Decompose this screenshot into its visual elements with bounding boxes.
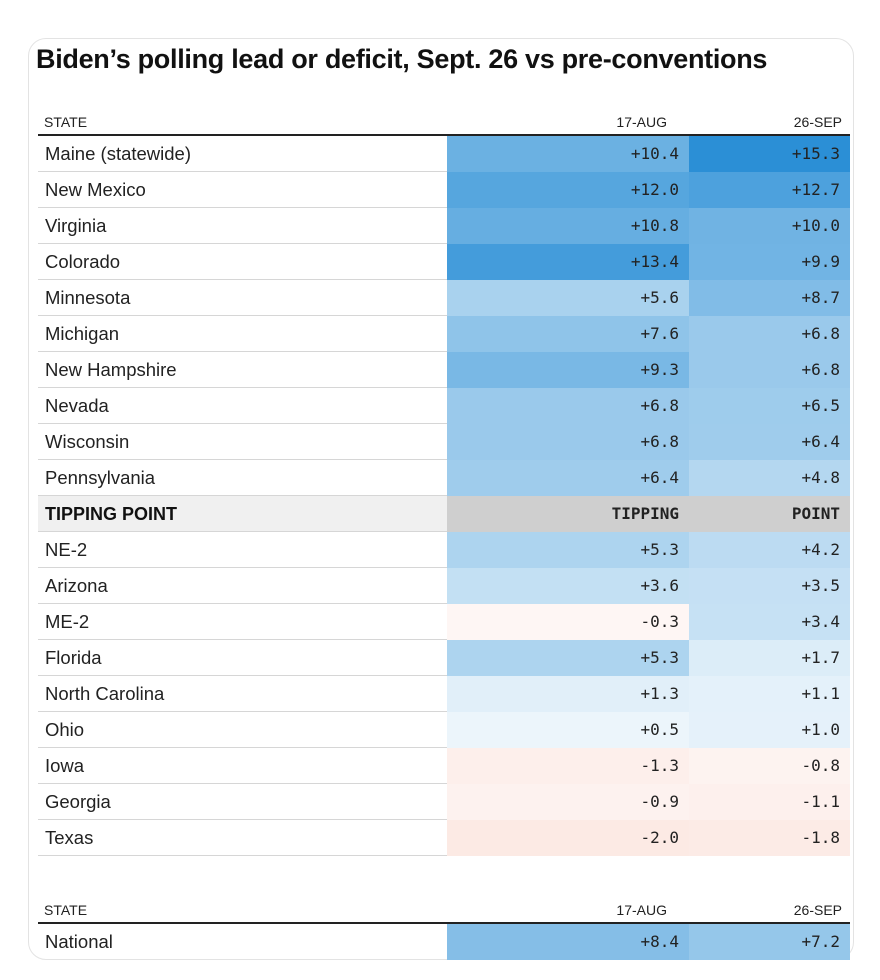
- value-26-sep: +6.5: [689, 388, 850, 424]
- table-row: Georgia -0.9 -1.1: [38, 784, 850, 820]
- national-row: National +8.4 +7.2: [38, 924, 850, 960]
- value-26-sep: +15.3: [689, 136, 850, 172]
- state-name: Colorado: [45, 251, 121, 272]
- value-26-sep: +6.4: [689, 424, 850, 460]
- state-name: New Mexico: [45, 179, 146, 200]
- state-name: Maine (statewide): [45, 143, 192, 164]
- value-26-sep: +1.0: [689, 712, 850, 748]
- value-17-aug: +1.3: [447, 676, 689, 712]
- table-row: Michigan +7.6 +6.8: [38, 316, 850, 352]
- value-26-sep: +1.7: [689, 640, 850, 676]
- table-row: Texas -2.0 -1.8: [38, 820, 850, 856]
- table-row: New Mexico +12.0 +12.7: [38, 172, 850, 208]
- value-26-sep: -1.1: [689, 784, 850, 820]
- national-value-26-sep: +7.2: [689, 924, 850, 960]
- tipping-point-label: TIPPING POINT: [45, 504, 178, 524]
- value-26-sep: -1.8: [689, 820, 850, 856]
- value-17-aug: -0.3: [447, 604, 689, 640]
- value-17-aug: +0.5: [447, 712, 689, 748]
- value-17-aug: +13.4: [447, 244, 689, 280]
- table-row: Minnesota +5.6 +8.7: [38, 280, 850, 316]
- table-header: STATE 17-AUG 26-SEP: [38, 102, 850, 136]
- national-label: National: [45, 931, 113, 952]
- value-26-sep: +4.8: [689, 460, 850, 496]
- state-name: Georgia: [45, 791, 111, 812]
- value-26-sep: +12.7: [689, 172, 850, 208]
- table-row: NE-2 +5.3 +4.2: [38, 532, 850, 568]
- table-body: Maine (statewide) +10.4 +15.3 New Mexico +12…: [38, 136, 850, 856]
- state-name: Wisconsin: [45, 431, 130, 452]
- value-17-aug: +6.4: [447, 460, 689, 496]
- value-26-sep: +4.2: [689, 532, 850, 568]
- value-17-aug: +10.8: [447, 208, 689, 244]
- table-row: Virginia +10.8 +10.0: [38, 208, 850, 244]
- value-26-sep: +9.9: [689, 244, 850, 280]
- table-row: Iowa -1.3 -0.8: [38, 748, 850, 784]
- header-17-aug: 17-AUG: [616, 114, 667, 130]
- state-name: North Carolina: [45, 683, 165, 704]
- value-17-aug: +5.6: [447, 280, 689, 316]
- national-value-17-aug: +8.4: [447, 924, 689, 960]
- state-name: Iowa: [45, 755, 85, 776]
- table-row: Nevada +6.8 +6.5: [38, 388, 850, 424]
- tipping-point-row: TIPPING POINT TIPPING POINT: [38, 496, 850, 532]
- value-26-sep: +1.1: [689, 676, 850, 712]
- state-name: Minnesota: [45, 287, 131, 308]
- table-row: Wisconsin +6.8 +6.4: [38, 424, 850, 460]
- value-26-sep: +8.7: [689, 280, 850, 316]
- state-name: Michigan: [45, 323, 120, 344]
- value-26-sep: +6.8: [689, 352, 850, 388]
- value-26-sep: +10.0: [689, 208, 850, 244]
- state-name: Pennsylvania: [45, 467, 156, 488]
- value-17-aug: +6.8: [447, 388, 689, 424]
- national-header-state: STATE: [44, 902, 88, 918]
- state-table: STATE 17-AUG 26-SEP Maine (statewide) +10…: [38, 102, 850, 856]
- tipping-point-a-cell: TIPPING: [447, 496, 689, 532]
- state-name: ME-2: [45, 611, 90, 632]
- tipping-point-b-cell: POINT: [689, 496, 850, 532]
- state-name: Ohio: [45, 719, 85, 740]
- state-name: Texas: [45, 827, 94, 848]
- table-row: Arizona +3.6 +3.5: [38, 568, 850, 604]
- value-26-sep: +6.8: [689, 316, 850, 352]
- value-17-aug: -0.9: [447, 784, 689, 820]
- table-row: North Carolina +1.3 +1.1: [38, 676, 850, 712]
- state-name: Virginia: [45, 215, 107, 236]
- value-17-aug: +5.3: [447, 532, 689, 568]
- value-17-aug: +9.3: [447, 352, 689, 388]
- national-header-26-sep: 26-SEP: [793, 902, 842, 918]
- table-row: ME-2 -0.3 +3.4: [38, 604, 850, 640]
- value-17-aug: +12.0: [447, 172, 689, 208]
- header-state: STATE: [44, 114, 88, 130]
- national-header-17-aug: 17-AUG: [616, 902, 667, 918]
- national-header: STATE 17-AUG 26-SEP: [38, 890, 850, 924]
- table-row: Florida +5.3 +1.7: [38, 640, 850, 676]
- value-17-aug: +10.4: [447, 136, 689, 172]
- value-17-aug: +6.8: [447, 424, 689, 460]
- table-row: Ohio +0.5 +1.0: [38, 712, 850, 748]
- value-26-sep: +3.5: [689, 568, 850, 604]
- chart-title: Biden’s polling lead or deficit, Sept. 2…: [36, 44, 768, 74]
- value-17-aug: -2.0: [447, 820, 689, 856]
- header-26-sep: 26-SEP: [793, 114, 842, 130]
- table-row: Maine (statewide) +10.4 +15.3: [38, 136, 850, 172]
- value-26-sep: -0.8: [689, 748, 850, 784]
- state-name: Arizona: [45, 575, 108, 596]
- state-name: New Hampshire: [45, 359, 177, 380]
- state-name: Florida: [45, 647, 102, 668]
- table-row: New Hampshire +9.3 +6.8: [38, 352, 850, 388]
- national-table: STATE 17-AUG 26-SEP National +8.4 +7.2: [38, 890, 850, 960]
- state-name: NE-2: [45, 539, 88, 560]
- value-17-aug: +5.3: [447, 640, 689, 676]
- value-17-aug: +3.6: [447, 568, 689, 604]
- value-17-aug: -1.3: [447, 748, 689, 784]
- table-row: Colorado +13.4 +9.9: [38, 244, 850, 280]
- value-26-sep: +3.4: [689, 604, 850, 640]
- table-row: Pennsylvania +6.4 +4.8: [38, 460, 850, 496]
- value-17-aug: +7.6: [447, 316, 689, 352]
- state-name: Nevada: [45, 395, 109, 416]
